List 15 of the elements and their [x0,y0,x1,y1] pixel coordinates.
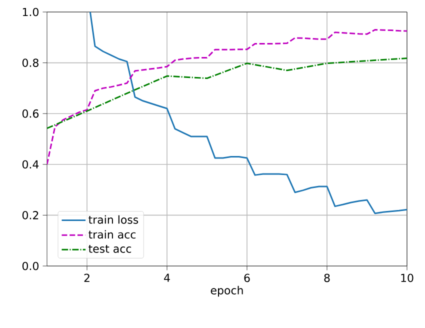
x-axis-title: epoch [210,286,243,297]
y-tick-label: 0.4 [22,160,39,169]
y-tick-label: 0.8 [22,58,38,67]
x-tick-label: 8 [324,274,330,282]
x-tick-label: 4 [164,274,170,282]
x-tick-label: 6 [244,274,250,282]
y-tick-label: 0.6 [22,109,39,118]
y-tick-label: 0.2 [22,211,38,220]
x-tick-label: 10 [401,274,414,282]
legend-label: train loss [88,215,138,224]
legend-label: test acc [88,244,132,253]
x-tick-label: 2 [84,274,90,282]
y-tick-label: 0.0 [22,262,38,270]
y-tick-label: 1.0 [22,8,38,16]
legend-label: train acc [88,230,136,239]
